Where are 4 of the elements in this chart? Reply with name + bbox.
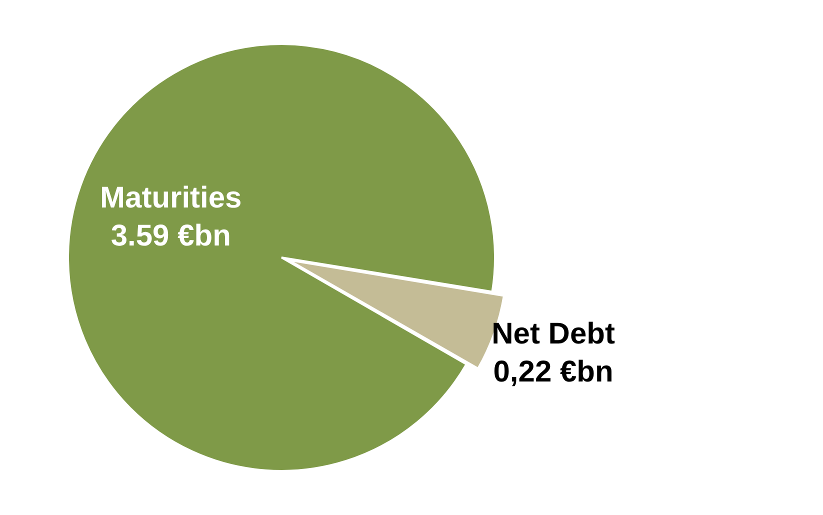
data-label: 0,22 €bn (493, 356, 614, 389)
data-label: 3.59 €bn (110, 219, 231, 252)
slice-label: Maturities (100, 181, 242, 214)
slice-label: Net Debt (492, 318, 615, 351)
